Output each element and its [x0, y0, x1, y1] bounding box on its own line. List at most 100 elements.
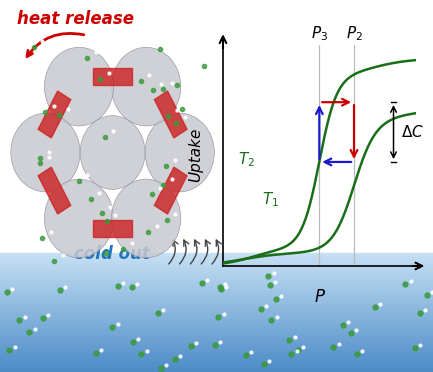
Bar	[0, 259, 433, 260]
Bar	[0, 300, 433, 302]
Text: $T_1$: $T_1$	[262, 190, 278, 209]
Bar	[0, 299, 433, 301]
Bar	[0, 291, 433, 292]
Bar	[0, 316, 433, 317]
Bar	[0, 288, 433, 290]
Bar	[93, 220, 132, 237]
Bar	[0, 257, 433, 259]
Bar	[0, 289, 433, 291]
Bar	[0, 278, 433, 279]
Bar	[0, 323, 433, 324]
Bar	[0, 310, 433, 311]
Bar	[0, 281, 433, 283]
Text: heat release: heat release	[17, 10, 134, 28]
Text: $P_2$: $P_2$	[346, 24, 362, 43]
Bar	[93, 68, 132, 85]
Bar	[38, 91, 71, 138]
Bar	[0, 313, 433, 315]
Bar	[0, 331, 433, 333]
Bar	[0, 274, 433, 276]
Bar	[0, 317, 433, 318]
Bar	[0, 283, 433, 285]
Bar	[0, 352, 433, 353]
Bar	[0, 368, 433, 370]
Bar	[0, 367, 433, 368]
Bar	[0, 338, 433, 340]
Bar	[0, 349, 433, 350]
Circle shape	[44, 179, 113, 258]
Bar	[0, 305, 433, 307]
Bar	[0, 365, 433, 366]
Bar	[0, 256, 433, 258]
Bar	[0, 344, 433, 346]
Bar	[0, 355, 433, 356]
Circle shape	[111, 179, 181, 258]
Circle shape	[80, 116, 145, 189]
Bar	[0, 255, 433, 257]
Text: P: P	[314, 288, 324, 306]
Circle shape	[145, 113, 214, 192]
Bar	[0, 318, 433, 320]
Bar	[0, 363, 433, 365]
Bar	[0, 263, 433, 265]
Bar	[0, 294, 433, 296]
Bar	[0, 279, 433, 280]
Bar	[0, 326, 433, 328]
Circle shape	[11, 113, 80, 192]
Bar	[0, 362, 433, 364]
Bar	[0, 287, 433, 289]
Bar	[0, 319, 433, 321]
Bar	[0, 275, 433, 277]
Bar	[0, 264, 433, 266]
Bar	[0, 354, 433, 355]
Bar	[0, 306, 433, 308]
Bar	[0, 311, 433, 312]
Bar	[0, 343, 433, 344]
Bar	[0, 260, 433, 261]
Bar	[155, 167, 187, 214]
Bar	[0, 330, 433, 331]
Bar	[0, 292, 433, 294]
Bar	[0, 262, 433, 264]
Bar	[0, 280, 433, 282]
Bar	[0, 272, 433, 273]
Bar	[0, 301, 433, 303]
Bar	[0, 295, 433, 297]
Bar	[38, 167, 71, 214]
Bar	[155, 91, 187, 138]
Bar	[0, 276, 433, 278]
Circle shape	[45, 47, 113, 126]
Bar	[0, 342, 433, 343]
Text: cold out: cold out	[74, 244, 149, 263]
Circle shape	[111, 47, 181, 126]
Bar	[0, 312, 433, 314]
Bar	[0, 347, 433, 348]
Bar	[0, 336, 433, 337]
Bar	[0, 307, 433, 309]
Bar	[0, 282, 433, 284]
Bar	[0, 324, 433, 326]
Bar	[0, 340, 433, 341]
Bar	[0, 329, 433, 330]
Bar	[0, 268, 433, 270]
Text: $T_2$: $T_2$	[239, 150, 255, 169]
Bar	[0, 293, 433, 295]
Text: $P_3$: $P_3$	[311, 24, 328, 43]
Bar	[0, 267, 433, 269]
Bar	[0, 348, 433, 349]
Bar	[0, 285, 433, 286]
Bar	[0, 325, 433, 327]
Bar	[0, 266, 433, 267]
Bar	[0, 369, 433, 371]
Bar	[0, 308, 433, 310]
Bar	[0, 332, 433, 334]
Bar	[0, 328, 433, 329]
Bar	[0, 360, 433, 361]
Text: Uptake: Uptake	[188, 128, 204, 183]
Bar	[0, 361, 433, 362]
Bar	[0, 302, 433, 304]
Bar	[0, 322, 433, 323]
Bar	[0, 304, 433, 305]
Bar	[0, 254, 433, 255]
Bar	[0, 273, 433, 275]
